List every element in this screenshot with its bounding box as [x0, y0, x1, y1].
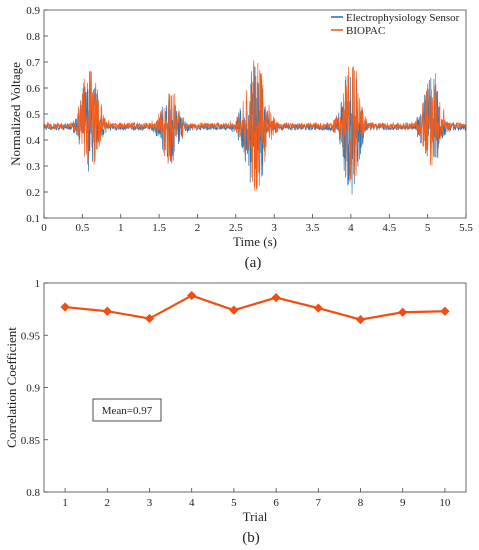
x-tick-label: 3 [271, 222, 277, 234]
y-tick-label: 0.6 [26, 83, 40, 95]
correlation-markers [60, 290, 450, 325]
mean-annotation-box [92, 398, 162, 422]
correlation-series-line [64, 294, 445, 321]
data-point-trial-8 [355, 314, 366, 325]
x-tick-label: 2.5 [229, 222, 243, 234]
data-point-trial-4 [187, 290, 197, 301]
data-point-trial-1 [60, 302, 70, 312]
panel-a-signal-chart: 0 0.5 1 1.5 2 2.5 3 3.5 4 4.5 5 5.5 0.1 0.2 0.3 0.4 0.5… [8, 5, 473, 271]
legend-entry: Electrophysiology Sensor [346, 12, 460, 24]
panel-a-y-ticks: 0.1 0.2 0.3 0.4 0.5 0.6 0.7 0.8 0.9 [26, 5, 48, 225]
y-tick-label: 0.85 [21, 435, 41, 447]
data-point-trial-5 [229, 305, 239, 315]
x-tick-label: 5 [231, 497, 237, 509]
y-tick-label: 0.8 [26, 487, 40, 499]
panel-b-label: (b) [242, 530, 260, 546]
y-tick-label: 0.2 [26, 187, 40, 199]
data-point-trial-6 [271, 293, 281, 303]
y-tick-label: 0.4 [26, 135, 40, 147]
x-tick-label: 0.5 [75, 222, 89, 234]
x-tick-label: 4 [348, 222, 354, 234]
x-tick-label: 2 [195, 222, 201, 234]
x-tick-label: 10 [439, 497, 451, 509]
x-tick-label: 9 [400, 497, 406, 509]
x-tick-label: 4.5 [382, 222, 396, 234]
legend-entry: BIOPAC [346, 25, 385, 37]
y-tick-label: 0.1 [26, 213, 40, 225]
panel-a-label: (a) [245, 255, 262, 271]
x-tick-label: 2 [105, 497, 111, 509]
x-tick-label: 1 [62, 497, 68, 509]
signal-traces [43, 60, 467, 195]
mean-annotation-text: Mean=0.97 [102, 405, 153, 417]
panel-a-y-axis-label: Normalized Voltage [8, 62, 23, 166]
x-tick-label: 3.5 [306, 222, 320, 234]
x-tick-label: 4 [189, 497, 195, 509]
x-tick-label: 6 [273, 497, 279, 509]
panel-b-x-ticks: 1 2 3 4 5 6 7 8 9 10 [62, 488, 451, 509]
panel-b-y-ticks: 0.8 0.85 0.9 0.95 1 [21, 278, 48, 499]
panel-b-correlation-chart: 1 2 3 4 5 6 7 8 9 10 0.8 0.85 0.9 0.95 1 Mean=0.97 Tr… [4, 278, 467, 546]
x-tick-label: 5 [425, 222, 431, 234]
y-tick-label: 0.9 [26, 5, 40, 17]
data-point-trial-2 [102, 306, 112, 316]
y-tick-label: 0.3 [26, 161, 40, 173]
panel-a-x-ticks: 0 0.5 1 1.5 2 2.5 3 3.5 4 4.5 5 5.5 [41, 214, 473, 234]
panel-a-x-axis-label: Time (s) [233, 234, 277, 249]
data-point-trial-3 [144, 313, 155, 324]
x-tick-label: 1.5 [152, 222, 166, 234]
data-point-trial-7 [313, 303, 323, 313]
y-tick-label: 0.7 [26, 57, 40, 69]
y-tick-label: 0.5 [26, 109, 40, 121]
x-tick-label: 1 [118, 222, 124, 234]
panel-b-y-axis-label: Correlation Coefficient [4, 327, 19, 448]
mean-annotation: Mean=0.97 [92, 398, 162, 422]
y-tick-label: 0.95 [21, 330, 41, 342]
data-point-trial-10 [440, 306, 450, 316]
legend-box [328, 11, 465, 41]
data-point-trial-9 [398, 307, 408, 317]
x-tick-label: 0 [41, 222, 47, 234]
y-tick-label: 0.8 [26, 31, 40, 43]
series-line-biopac [43, 60, 467, 191]
x-tick-label: 7 [316, 497, 322, 509]
x-tick-label: 3 [147, 497, 153, 509]
x-tick-label: 5.5 [459, 222, 473, 234]
panel-b-x-axis-label: Trial [243, 509, 268, 524]
y-tick-label: 0.9 [26, 383, 40, 395]
x-tick-label: 8 [358, 497, 364, 509]
y-tick-label: 1 [35, 278, 41, 290]
